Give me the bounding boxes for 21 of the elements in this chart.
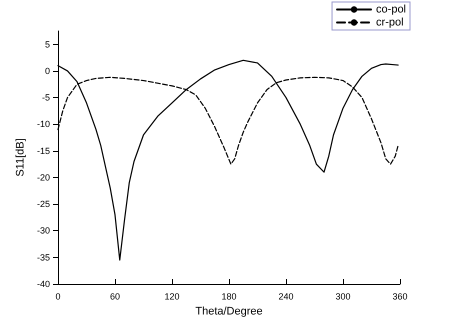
x-tick-label: 240 <box>278 292 294 302</box>
x-tick-label: 300 <box>335 292 351 302</box>
y-tick-label: -20 <box>36 172 50 182</box>
legend-label: cr-pol <box>376 16 404 28</box>
legend-label: co-pol <box>376 4 406 16</box>
x-tick-label: 0 <box>55 292 61 302</box>
y-tick-label: -35 <box>36 252 50 262</box>
x-tick-label: 180 <box>221 292 237 302</box>
x-tick-label: 120 <box>164 292 180 302</box>
y-tick-label: -30 <box>36 226 50 236</box>
y-tick-label: -15 <box>36 146 50 156</box>
y-tick-label: -10 <box>36 119 50 130</box>
y-tick-label: -5 <box>42 92 50 103</box>
x-tick-label: 360 <box>392 292 408 302</box>
x-axis-title: Theta/Degree <box>195 306 263 318</box>
x-tick-label: 60 <box>110 292 120 302</box>
y-tick-label: -40 <box>36 279 50 289</box>
y-tick-label: 0 <box>44 66 50 76</box>
y-axis-title: S11[dB] <box>14 138 27 177</box>
y-tick-label: 5 <box>44 39 50 50</box>
y-tick-label: -25 <box>36 199 50 210</box>
